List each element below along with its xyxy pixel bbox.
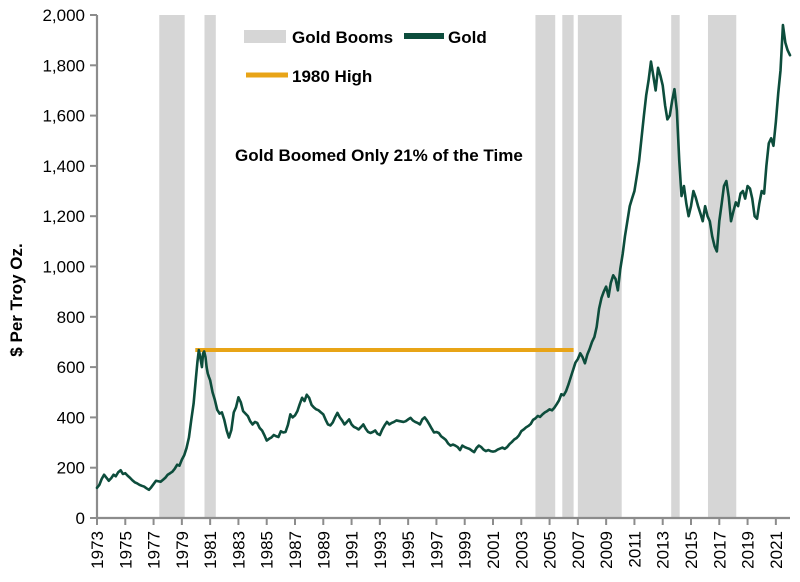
gold-boom-band <box>577 15 622 518</box>
x-axis-tick-label: 2003 <box>512 531 531 569</box>
y-axis-tick-label: 1,200 <box>42 207 85 226</box>
x-axis-tick-label: 2017 <box>710 531 729 569</box>
x-axis-tick-label: 1983 <box>229 531 248 569</box>
y-axis-tick-label: 600 <box>57 358 85 377</box>
gold-boom-bands <box>159 15 737 518</box>
y-axis-tick-label: 1,800 <box>42 56 85 75</box>
gold-price-line <box>95 23 792 492</box>
chart-axes <box>90 14 790 525</box>
x-axis-tick-label: 2007 <box>569 531 588 569</box>
legend-swatch-gold-booms <box>244 30 286 43</box>
x-axis-tick-label: 1979 <box>173 531 192 569</box>
annotation-text: Gold Boomed Only 21% of the Time <box>235 146 523 165</box>
x-axis-tick-label: 1995 <box>399 531 418 569</box>
gold-boom-band <box>535 15 556 518</box>
x-axis-tick-label: 2011 <box>625 531 644 568</box>
legend-label-gold-booms: Gold Booms <box>292 28 393 47</box>
x-axis-tick-label: 2001 <box>484 531 503 569</box>
x-axis-tick-label: 1987 <box>286 531 305 569</box>
chart-annotation: Gold Boomed Only 21% of the Time <box>235 146 523 165</box>
x-axis-tick-label: 2015 <box>682 531 701 569</box>
y-axis-tick-label: 1,400 <box>42 157 85 176</box>
y-axis-tick-label: 1,600 <box>42 107 85 126</box>
x-axis-tick-label: 1973 <box>88 531 107 569</box>
x-axis-tick-label: 2005 <box>541 531 560 569</box>
gold-boom-band <box>159 15 185 518</box>
x-axis-tick-label: 1985 <box>258 531 277 569</box>
chart-legend: Gold Booms Gold 1980 High <box>244 28 487 86</box>
x-axis-tick-label: 2009 <box>597 531 616 569</box>
y-axis-title-text: $ Per Troy Oz. <box>7 243 26 356</box>
gold-boom-band <box>562 15 574 518</box>
y-axis-title: $ Per Troy Oz. <box>7 243 26 356</box>
gold-price-path <box>95 23 792 492</box>
x-axis-tick-labels: 1973 1975 1977 1979 1981 1983 1985 1987 1989 1991… <box>88 531 786 569</box>
y-axis-tick-label: 400 <box>57 408 85 427</box>
y-axis-tick-labels: 0 200 400 600 800 1,000 1,200 1,400 1,600 1,800 2,… <box>42 6 85 528</box>
x-axis-tick-label: 1977 <box>145 531 164 569</box>
x-axis-tick-label: 1991 <box>343 531 362 569</box>
gold-boom-band <box>707 15 737 518</box>
gold-boom-band <box>204 15 216 518</box>
y-axis-tick-label: 0 <box>76 509 85 528</box>
x-axis-tick-label: 1997 <box>427 531 446 569</box>
y-axis-tick-label: 2,000 <box>42 6 85 25</box>
x-axis-tick-label: 2021 <box>767 531 786 569</box>
x-axis-tick-label: 1993 <box>371 531 390 569</box>
y-axis-tick-label: 1,000 <box>42 258 85 277</box>
y-axis-tick-label: 800 <box>57 308 85 327</box>
x-axis-tick-label: 1999 <box>456 531 475 569</box>
x-axis-tick-label: 1981 <box>201 531 220 569</box>
legend-label-gold: Gold <box>448 28 487 47</box>
gold-boom-band <box>671 15 680 518</box>
x-axis-tick-label: 1989 <box>314 531 333 569</box>
x-axis-tick-label: 2019 <box>739 531 758 569</box>
x-axis-tick-label: 1975 <box>116 531 135 569</box>
legend-label-1980-high: 1980 High <box>292 67 372 86</box>
y-axis-tick-label: 200 <box>57 459 85 478</box>
x-axis-tick-label: 2013 <box>654 531 673 569</box>
